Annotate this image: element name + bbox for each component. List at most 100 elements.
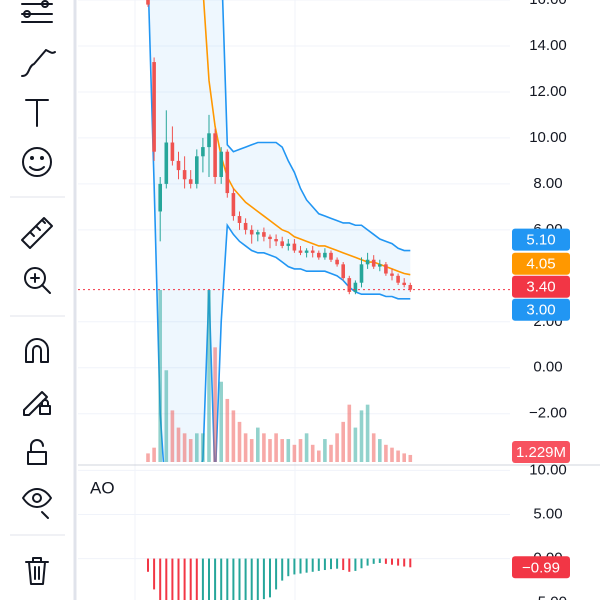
candle-body <box>353 282 358 292</box>
candle-body <box>219 151 223 177</box>
ao-bar <box>147 558 149 572</box>
candle-body <box>304 250 309 253</box>
ao-bar <box>201 558 204 600</box>
volume-bar <box>371 433 376 462</box>
y-tick-label: −2.00 <box>529 405 567 422</box>
volume-bar <box>347 404 352 462</box>
ao-bar <box>189 558 192 600</box>
candle-body <box>365 259 370 265</box>
candle-body <box>231 193 236 217</box>
candle-body <box>292 243 297 251</box>
ao-bar <box>226 558 229 600</box>
ao-bar <box>232 558 235 600</box>
y-tick-label: 12.00 <box>529 83 567 100</box>
ao-bar <box>165 558 168 600</box>
indicator-line <box>202 0 411 276</box>
candle-body <box>359 264 364 283</box>
volume-bar <box>292 444 297 462</box>
candle-body <box>298 250 303 253</box>
ao-bar <box>403 558 406 567</box>
ao-bar <box>378 558 381 563</box>
volume-bar <box>396 450 400 462</box>
candle-body <box>256 232 260 235</box>
ao-bar <box>323 558 326 571</box>
indicator-line <box>147 0 411 462</box>
volume-bar <box>304 433 309 462</box>
candle-body <box>207 133 211 148</box>
visibility-tool[interactable] <box>22 488 52 519</box>
volume-bar <box>146 453 150 462</box>
candle-body <box>225 151 230 194</box>
y-tick-label: 16.00 <box>529 0 567 8</box>
volume-bar <box>249 439 254 462</box>
volume-bar <box>158 290 162 462</box>
ao-bar <box>195 558 198 600</box>
volume-bar <box>310 444 315 462</box>
ao-bar <box>348 558 351 572</box>
candle-body <box>243 222 248 230</box>
brush-tool[interactable] <box>21 49 56 77</box>
ao-bar <box>220 558 223 600</box>
volume-bar <box>390 447 394 462</box>
candle-body <box>249 229 254 235</box>
volume-bar <box>182 433 187 462</box>
y-tick-label: 10.00 <box>529 461 567 478</box>
indicator-line <box>221 0 411 252</box>
delete-tool[interactable] <box>25 557 49 585</box>
candle-body <box>402 282 406 286</box>
price-label: −0.99 <box>522 559 560 576</box>
price-label: 3.40 <box>526 279 555 296</box>
candle-body <box>384 264 388 274</box>
volume-bar <box>164 370 169 462</box>
volume-bar <box>201 433 205 462</box>
zoom-tool[interactable] <box>24 267 51 294</box>
ao-bar <box>269 558 271 598</box>
price-label: 1.229M <box>516 444 566 461</box>
ao-bar <box>305 558 308 573</box>
ao-bar <box>183 558 186 600</box>
ao-pane <box>78 469 510 600</box>
candle-body <box>341 264 345 279</box>
band-fill <box>148 0 411 462</box>
volume-bar <box>384 444 388 462</box>
volume-bar <box>335 433 339 462</box>
y-tick-label: −5.00 <box>529 594 567 600</box>
ruler-tool[interactable] <box>21 217 53 249</box>
ao-bar <box>336 558 339 569</box>
indicators-tool[interactable] <box>21 0 53 23</box>
candle-body <box>323 252 327 258</box>
ao-bar <box>366 558 369 566</box>
candle-body <box>182 170 187 180</box>
ao-bar <box>177 558 180 600</box>
candle-body <box>164 142 169 184</box>
ao-bar <box>208 558 210 600</box>
candle-body <box>408 285 413 290</box>
ao-bar <box>317 558 320 571</box>
price-pane <box>78 0 510 462</box>
volume-bar <box>353 427 358 462</box>
candle-body <box>280 241 284 246</box>
volume-bar <box>256 427 260 462</box>
ao-bar <box>287 558 290 577</box>
ao-bar <box>397 558 400 566</box>
candle-body <box>335 259 339 265</box>
volume-bar <box>170 410 175 462</box>
ao-bar <box>384 558 387 564</box>
candle-body <box>158 183 162 212</box>
unlock-tool[interactable] <box>27 439 47 465</box>
ao-bar <box>311 558 314 572</box>
candle-body <box>378 264 382 267</box>
price-label-box <box>512 298 570 321</box>
ao-bar <box>244 558 247 600</box>
candle-body <box>268 236 272 240</box>
emoji-tool[interactable] <box>22 147 52 177</box>
volume-bar <box>317 450 321 462</box>
lock-drawings-tool[interactable] <box>23 391 51 416</box>
volume-bar <box>378 439 382 462</box>
ao-bar <box>391 558 393 565</box>
magnet-tool[interactable] <box>25 338 49 363</box>
candle-body <box>213 133 217 177</box>
candle-body <box>262 232 266 237</box>
text-tool[interactable] <box>25 99 49 127</box>
